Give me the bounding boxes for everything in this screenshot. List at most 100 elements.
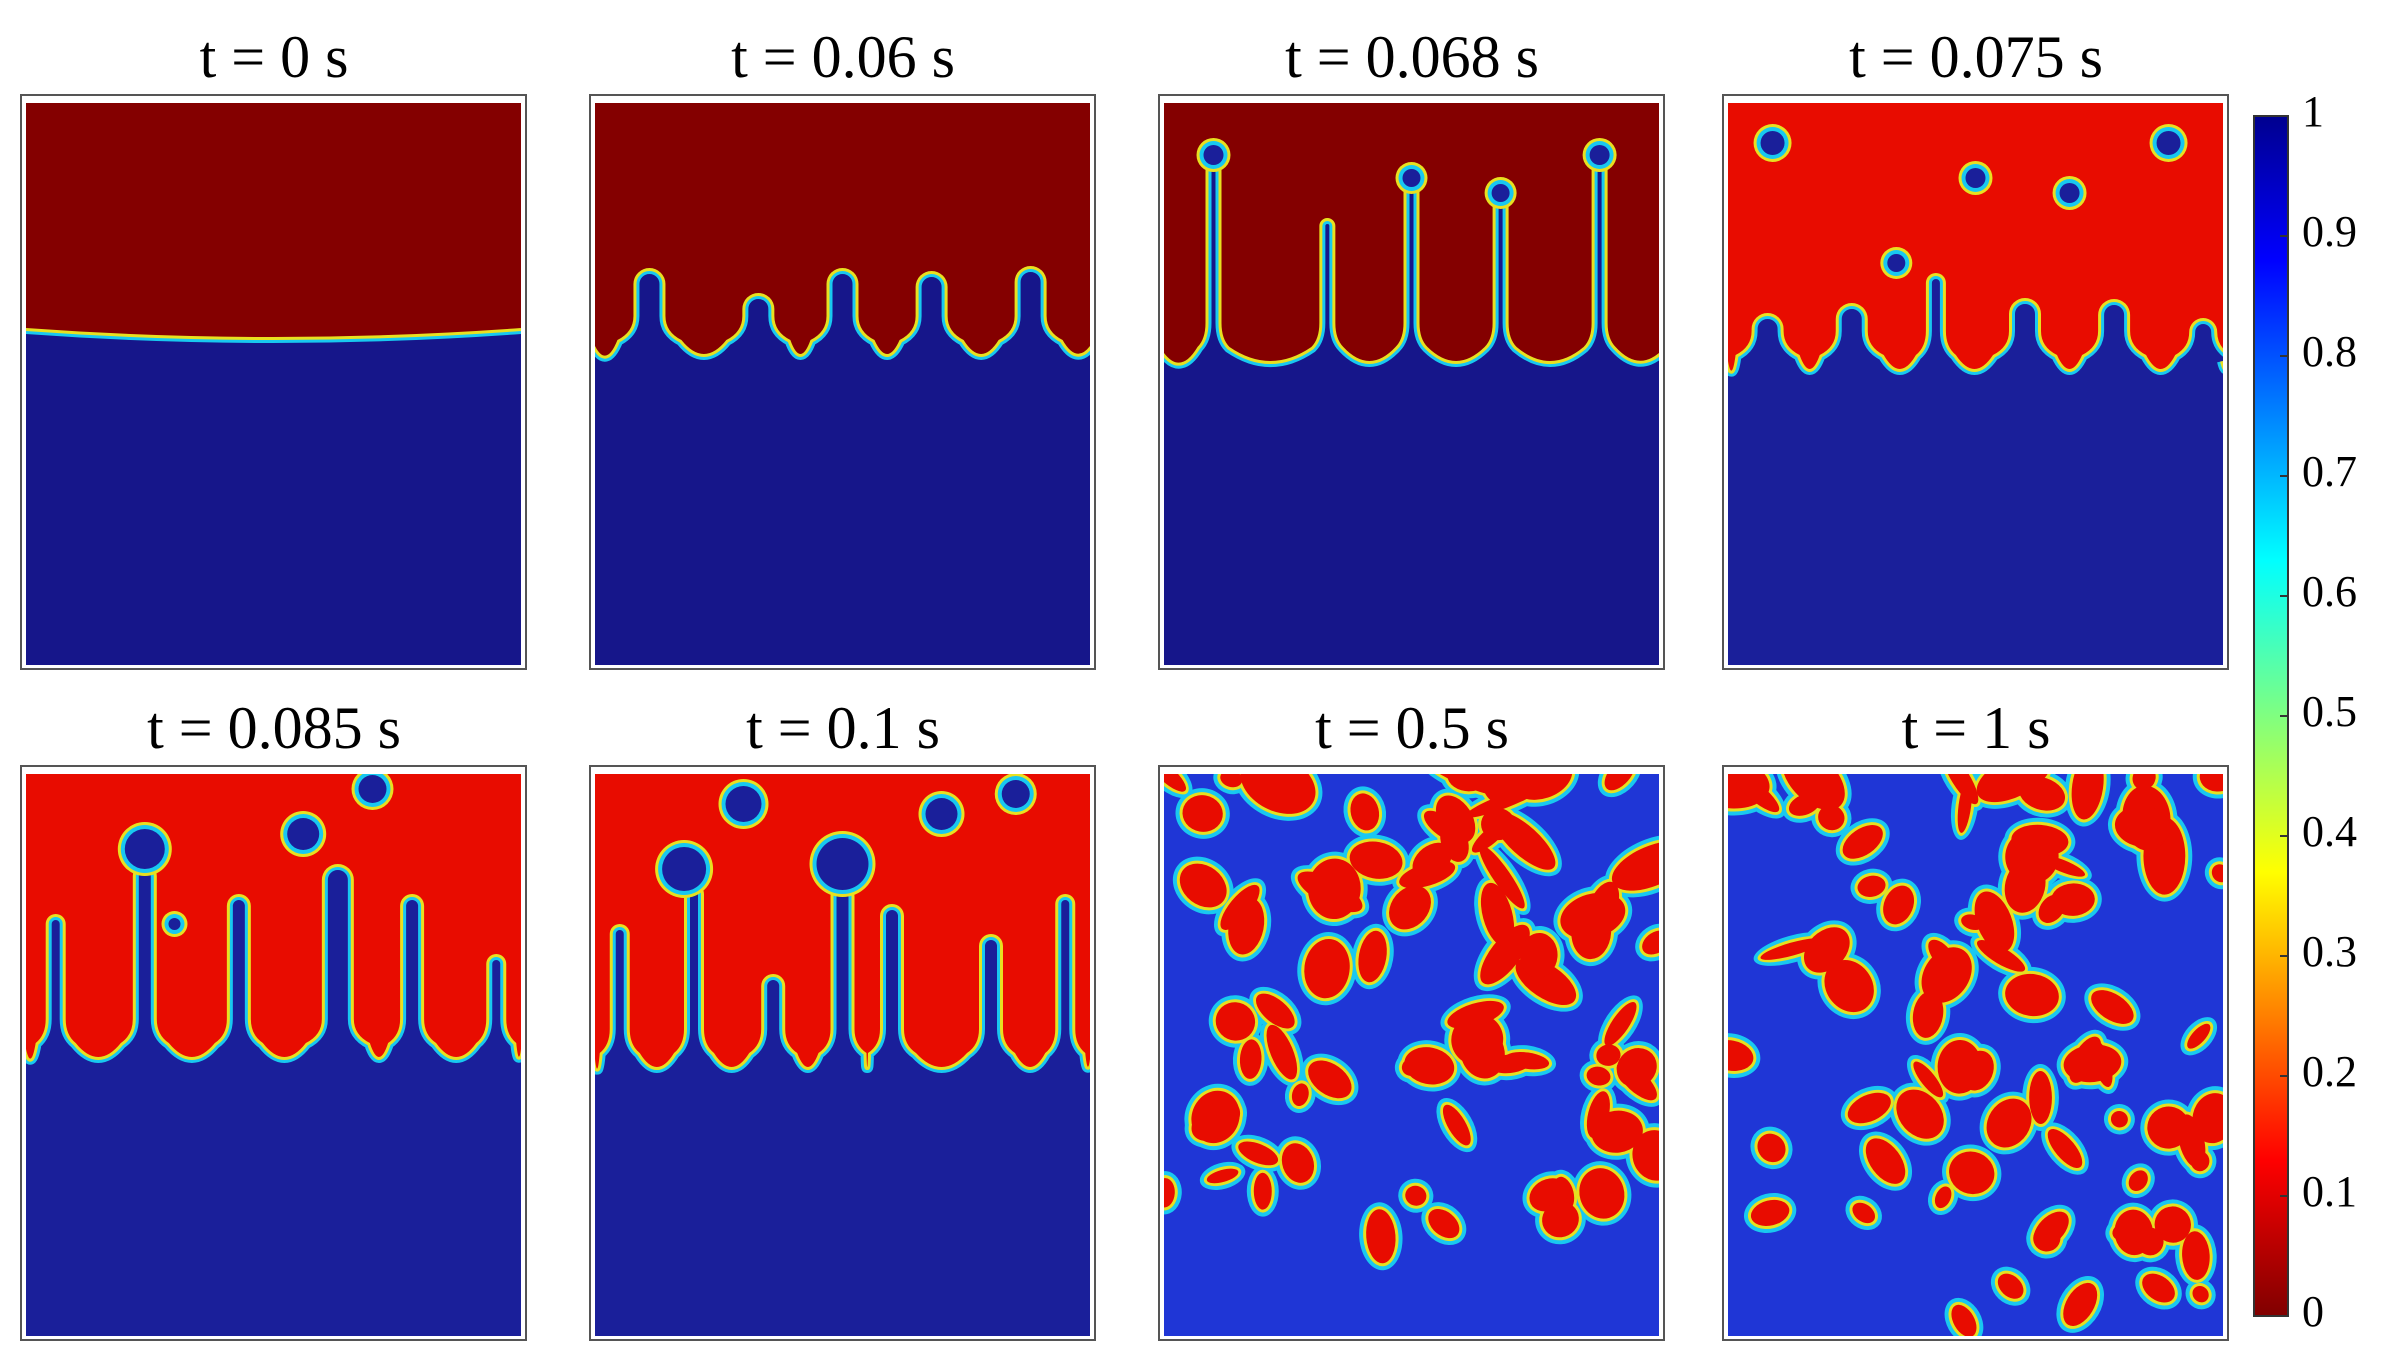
droplet-core [1491,184,1510,202]
blob [1428,1208,1460,1239]
blob [1281,1143,1315,1183]
blob [2047,1129,2083,1169]
blob [1480,882,1515,947]
blob [1304,939,1350,999]
colorbar-label: 0.1 [2302,1167,2357,1216]
blob [1389,885,1431,930]
blob [1728,1040,1754,1071]
blob [1579,1168,1625,1219]
droplet-core [1589,145,1610,165]
blob [2182,1231,2210,1280]
blob [1788,793,1821,816]
blob [1291,1083,1309,1107]
panel-title: t = 0 s [200,24,349,90]
blob [1182,795,1223,832]
blob [2071,774,2104,820]
blob [2063,1282,2098,1326]
field [26,774,521,1336]
blob [1482,774,1530,806]
droplet-core [2059,183,2080,203]
field [1728,774,2223,1336]
blob [1308,1060,1352,1099]
blob [2177,1114,2206,1168]
blob [1986,1098,2032,1148]
blob [1164,774,1187,792]
blob [1253,1172,1272,1210]
blob [1228,897,1265,955]
blob [1442,1104,1471,1146]
droplet-core [725,786,762,822]
blob [1913,1061,1944,1098]
blob [1757,1133,1786,1163]
droplet-core [1887,254,1906,272]
blob [1818,805,1845,831]
blob [2039,855,2086,877]
heavy-fluid [1728,103,2223,371]
blob [1240,774,1316,814]
droplet-core [1760,131,1785,155]
blob [1842,825,1883,859]
blob [2110,1110,2128,1128]
blob [1358,930,1387,983]
droplet-core [1402,169,1421,187]
blob [2011,824,2069,857]
blob [1961,1050,1994,1091]
heavy-fluid [1164,103,1659,363]
blob [2211,864,2223,883]
blob [1179,863,1227,908]
droplet-core [1965,168,1986,188]
blob [1266,1024,1298,1080]
blob [2091,990,2134,1024]
panel [589,765,1096,1341]
blob [1974,891,2015,953]
blob [1949,1151,1995,1195]
panel [1722,94,2229,670]
blob [1220,774,1243,788]
heavy-fluid [26,103,521,337]
blob [1481,808,1516,841]
blob [1255,993,1295,1029]
droplet-core [2156,131,2181,155]
colorbar-label: 0.9 [2302,207,2357,256]
blob [1934,1186,1952,1209]
droplet-core [1001,780,1030,808]
blob [1616,1048,1657,1088]
blob [1611,841,1659,891]
blob [1479,845,1525,909]
blob [2004,858,2046,913]
blob [1847,1092,1891,1124]
blob [2132,774,2156,790]
panel-title: t = 0.075 s [1849,24,2103,90]
colorbar-label: 0.2 [2302,1047,2357,1096]
panel [589,94,1096,670]
blob [2038,894,2066,923]
blob [1824,959,1874,1013]
heavy-fluid [595,774,1090,1069]
field [595,774,1090,1336]
blob [1632,1130,1659,1181]
colorbar-label: 1 [2302,87,2324,136]
blob [1734,774,1780,813]
blob [2154,1206,2191,1243]
blob [2029,1071,2052,1124]
blob [1404,1047,1455,1085]
blob [1604,774,1635,791]
blob [1896,1089,1944,1139]
blob [1239,1039,1262,1079]
blob [2128,1170,2148,1192]
blob [1852,1202,1876,1224]
droplet-core [358,775,387,803]
blob [1997,1273,2024,1299]
colorbar-label: 0.8 [2302,327,2357,376]
blob [2069,1036,2102,1083]
blob [1782,774,1845,810]
blob [1412,842,1452,879]
droplet-core [287,818,320,850]
panel [1722,765,2229,1341]
field [1164,103,1659,665]
blob [1750,1199,1790,1227]
blob [1976,940,2026,972]
blob [1951,1304,1977,1336]
blob [2136,1227,2164,1256]
